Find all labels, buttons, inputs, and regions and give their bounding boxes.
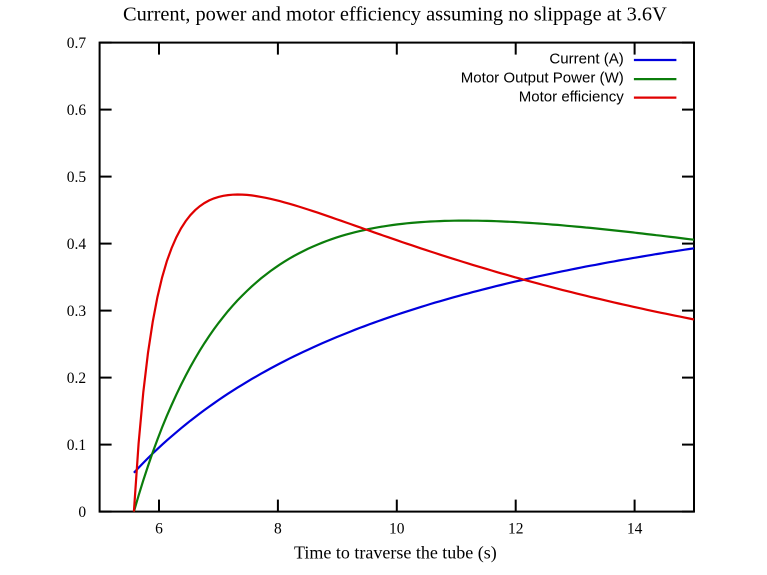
svg-text:0.6: 0.6 [67,102,87,119]
svg-text:Motor Output Power (W): Motor Output Power (W) [461,69,624,86]
svg-text:Motor efficiency: Motor efficiency [519,88,625,105]
svg-text:8: 8 [274,521,282,538]
svg-text:Time to traverse the tube (s): Time to traverse the tube (s) [294,543,497,564]
svg-text:0.4: 0.4 [67,236,87,253]
svg-text:6: 6 [155,521,163,538]
svg-text:0.5: 0.5 [67,169,87,186]
svg-text:0.3: 0.3 [67,303,87,320]
svg-text:10: 10 [389,521,405,538]
svg-text:0: 0 [78,504,86,521]
svg-text:0.7: 0.7 [67,35,87,52]
svg-text:Current (A): Current (A) [549,50,623,67]
svg-text:Current, power and motor effic: Current, power and motor efficiency assu… [123,3,667,25]
svg-text:0.1: 0.1 [67,437,86,454]
svg-text:0.2: 0.2 [67,370,86,387]
svg-text:12: 12 [508,521,524,538]
svg-text:14: 14 [627,521,643,538]
